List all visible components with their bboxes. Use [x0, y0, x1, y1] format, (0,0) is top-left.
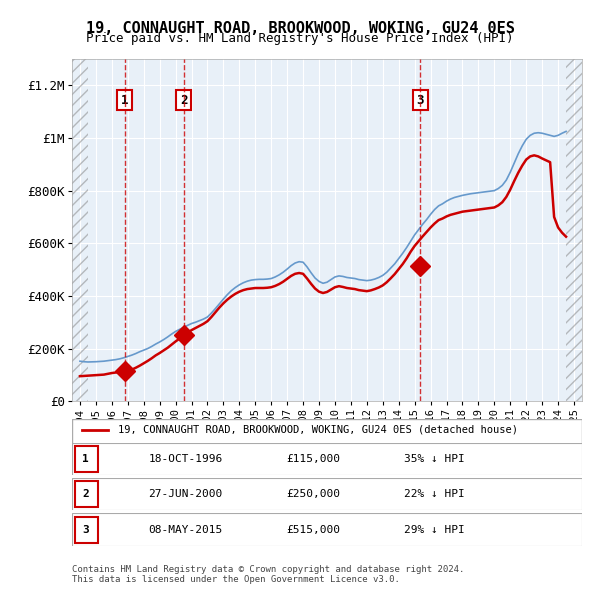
Text: Price paid vs. HM Land Registry's House Price Index (HPI): Price paid vs. HM Land Registry's House … — [86, 32, 514, 45]
Text: 29% ↓ HPI: 29% ↓ HPI — [404, 525, 464, 535]
Text: 2: 2 — [180, 94, 187, 107]
Text: 35% ↓ HPI: 35% ↓ HPI — [404, 454, 464, 464]
Text: 19, CONNAUGHT ROAD, BROOKWOOD, WOKING, GU24 0ES (detached house): 19, CONNAUGHT ROAD, BROOKWOOD, WOKING, G… — [118, 425, 518, 435]
FancyBboxPatch shape — [74, 446, 97, 472]
FancyBboxPatch shape — [72, 478, 582, 510]
Text: £115,000: £115,000 — [286, 454, 340, 464]
Text: 1: 1 — [82, 454, 89, 464]
Text: 19, CONNAUGHT ROAD, BROOKWOOD, WOKING, GU24 0ES: 19, CONNAUGHT ROAD, BROOKWOOD, WOKING, G… — [86, 21, 514, 35]
Text: 1: 1 — [121, 94, 128, 107]
Text: 2: 2 — [82, 489, 89, 499]
Text: £515,000: £515,000 — [286, 525, 340, 535]
Text: £250,000: £250,000 — [286, 489, 340, 499]
FancyBboxPatch shape — [74, 517, 97, 543]
Text: HPI: Average price, detached house, Woking: HPI: Average price, detached house, Woki… — [118, 446, 380, 455]
Text: Contains HM Land Registry data © Crown copyright and database right 2024.
This d: Contains HM Land Registry data © Crown c… — [72, 565, 464, 584]
Text: 08-MAY-2015: 08-MAY-2015 — [149, 525, 223, 535]
Text: 3: 3 — [416, 94, 424, 107]
FancyBboxPatch shape — [72, 513, 582, 546]
FancyBboxPatch shape — [72, 442, 582, 475]
Text: 22% ↓ HPI: 22% ↓ HPI — [404, 489, 464, 499]
FancyBboxPatch shape — [72, 419, 582, 463]
Bar — [72, 59, 88, 401]
Bar — [566, 59, 582, 401]
Text: 27-JUN-2000: 27-JUN-2000 — [149, 489, 223, 499]
Text: 18-OCT-1996: 18-OCT-1996 — [149, 454, 223, 464]
FancyBboxPatch shape — [74, 481, 97, 507]
Text: 3: 3 — [82, 525, 89, 535]
